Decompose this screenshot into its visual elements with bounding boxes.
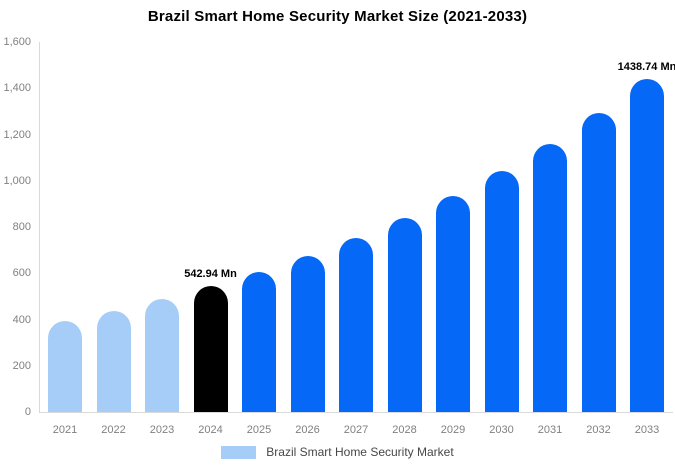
bar-2021: [48, 321, 82, 412]
x-tick-label-2025: 2025: [246, 424, 272, 436]
x-tick-label-2033: 2033: [634, 424, 660, 436]
x-tick-label-2021: 2021: [52, 424, 78, 436]
y-tick-label-1400: 1,400: [3, 82, 31, 95]
bar-2029: [436, 196, 470, 412]
y-tick-label-1600: 1,600: [3, 36, 31, 48]
bar-2033: [630, 79, 664, 412]
y-tick-label-0: 0: [24, 406, 31, 418]
bar-2025: [242, 272, 276, 412]
x-tick-label-2027: 2027: [343, 424, 369, 436]
annotation-2024: 542.94 Mn: [184, 268, 237, 281]
x-tick-label-2032: 2032: [586, 424, 611, 436]
annotation-2033: 1438.74 Mn: [617, 61, 675, 74]
chart-title: Brazil Smart Home Security Market Size (…: [147, 8, 528, 25]
x-tick-label-2023: 2023: [149, 424, 175, 436]
x-tick-label-2031: 2031: [537, 424, 563, 436]
y-tick-label-200: 200: [12, 359, 31, 372]
y-tick-label-800: 800: [12, 221, 31, 233]
x-tick-label-2024: 2024: [198, 424, 223, 436]
x-tick-label-2026: 2026: [295, 424, 320, 436]
bar-2023: [145, 299, 179, 412]
x-axis-line: [39, 412, 673, 413]
bar-2028: [387, 218, 422, 412]
y-tick-label-600: 600: [12, 267, 31, 280]
x-tick-label-2029: 2029: [440, 424, 466, 436]
x-tick-label-2030: 2030: [489, 424, 514, 436]
bar-2026: [290, 256, 325, 412]
bar-2022: [96, 310, 131, 412]
bar-2024: [193, 286, 228, 412]
bar-2032: [581, 113, 616, 412]
x-tick-label-2028: 2028: [392, 424, 417, 436]
y-tick-label-400: 400: [12, 313, 31, 326]
bar-2027: [339, 238, 373, 412]
y-axis-line: [39, 42, 40, 413]
bar-2030: [484, 171, 519, 412]
y-tick-label-1200: 1,200: [3, 128, 31, 141]
legend: Brazil Smart Home Security Market: [0, 445, 675, 459]
x-tick-label-2022: 2022: [101, 424, 126, 436]
bar-2031: [533, 143, 567, 412]
y-tick-label-1000: 1,000: [3, 174, 31, 187]
legend-swatch: [221, 445, 257, 459]
legend-label: Brazil Smart Home Security Market: [266, 445, 454, 459]
